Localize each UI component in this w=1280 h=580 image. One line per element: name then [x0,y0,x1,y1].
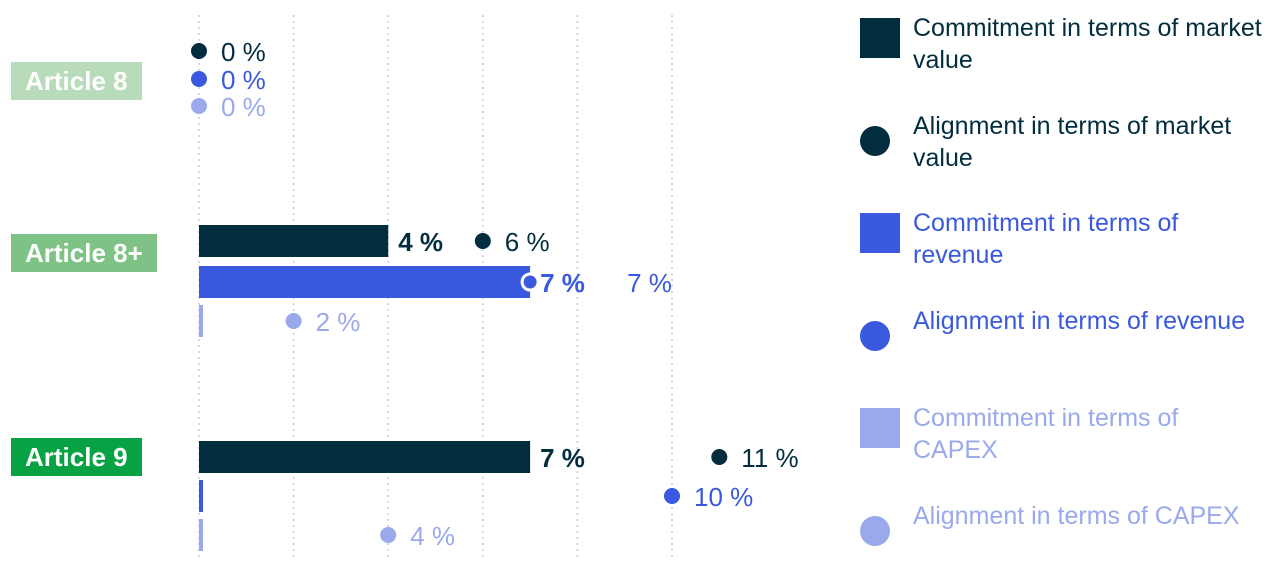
chart-plot: 4 % 7 % 7 % 0 % 6 % 11 % 0 % 7 % 10 % 0 % 2 % 4 % [191,15,799,560]
dot-alignment-in-terms-of-revenue [520,272,540,292]
dot-alignment-in-terms-of-market-value [711,449,728,465]
dot-alignment-in-terms-of-capex [285,313,302,329]
dot-value-label: 2 % [316,307,361,337]
legend-swatch-square [860,408,900,448]
legend-swatch-dot [860,516,890,546]
dot-alignment-in-terms-of-market-value [191,43,207,59]
legend-label: Commitment in terms of revenue [913,209,1179,269]
bar-value-label: 7 % [540,443,585,473]
legend-swatch-dot [860,321,890,351]
dot-alignment-in-terms-of-revenue [191,71,207,87]
dot-value-label: 7 % [627,268,672,298]
dot-value-label: 6 % [505,227,550,257]
dot-alignment-in-terms-of-market-value [474,233,491,249]
legend-item-alignment-market-value: Alignment in terms of market value [860,110,1280,180]
dot-value-label: 0 % [221,65,266,95]
legend-item-alignment-revenue: Alignment in terms of revenue [860,305,1280,375]
legend-item-commitment-revenue: Commitment in terms of revenue [860,207,1280,277]
legend-label: Alignment in terms of CAPEX [913,502,1240,530]
dot-value-label: 4 % [410,521,455,551]
dot-value-label: 0 % [221,37,266,67]
bar-commitment-in-terms-of-capex [199,305,203,337]
bar-commitment-in-terms-of-revenue [199,266,531,298]
bar-value-label: 4 % [398,227,443,257]
dot-value-label: 11 % [741,443,798,473]
dot-alignment-in-terms-of-revenue [664,488,680,504]
legend-item-alignment-capex: Alignment in terms of CAPEX [860,500,1280,570]
dot-alignment-in-terms-of-capex [191,98,207,114]
legend-label: Alignment in terms of market value [913,112,1232,172]
bar-commitment-in-terms-of-market-value [199,225,389,257]
legend-label: Commitment in terms of CAPEX [913,404,1179,464]
category-label-article-9: Article 9 [11,438,142,476]
category-label-article-8: Article 8 [11,62,142,100]
bar-commitment-in-terms-of-market-value [199,441,531,473]
bar-value-label: 7 % [540,268,585,298]
legend-swatch-square [860,18,900,58]
legend-label: Alignment in terms of revenue [913,307,1246,335]
legend-item-commitment-capex: Commitment in terms of CAPEX [860,402,1280,472]
legend-swatch-square [860,213,900,253]
dot-alignment-in-terms-of-capex [380,527,397,543]
dot-value-label: 10 % [694,482,753,512]
legend-label: Commitment in terms of market value [913,14,1262,74]
legend-swatch-dot [860,126,890,156]
legend-item-commitment-market-value: Commitment in terms of market value [860,12,1280,82]
category-label-article-8-plus: Article 8+ [11,234,157,272]
dot-value-label: 0 % [221,92,266,122]
bar-commitment-in-terms-of-revenue [199,480,203,512]
bar-commitment-in-terms-of-capex [199,519,203,551]
